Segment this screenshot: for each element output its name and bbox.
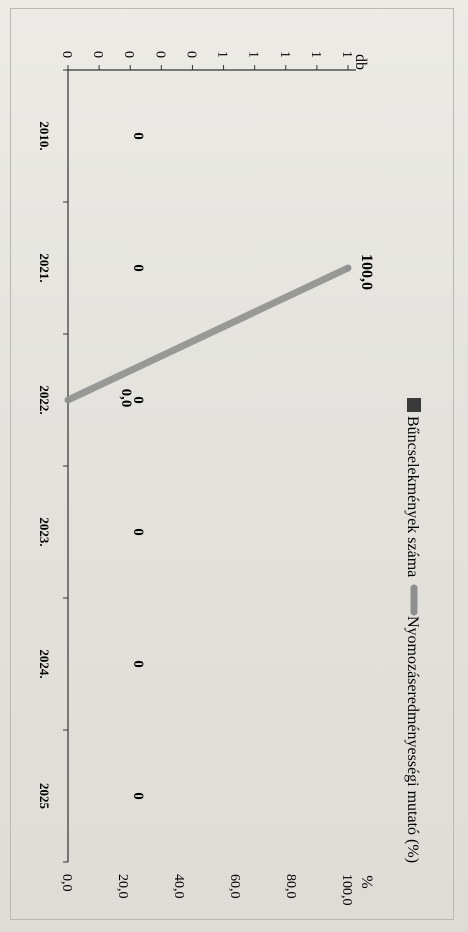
x-axis-category-label: 2010. [37,121,52,150]
left-axis-tick-label: 0 [90,51,105,58]
x-axis-category-label: 2025 [37,783,52,810]
x-axis-category-label: 2023. [37,517,52,546]
left-axis-tick-label: 0 [183,51,198,58]
right-axis-tick-label: 80,0 [283,874,298,899]
bar-data-label: 0 [130,792,146,800]
left-axis-tick-label: 0 [121,51,136,58]
line-data-label: 0,0 [118,389,134,408]
line-data-label: 100,0 [358,254,375,290]
legend-label-bars: Bűncselekmények száma [404,416,421,577]
bar-data-label: 0 [130,396,146,404]
x-axis-category-label: 2022. [37,385,52,414]
chart-frame [10,8,454,920]
left-axis-label: db [352,54,369,70]
x-axis-category-label: 2021. [37,253,52,282]
left-axis-tick-label: 1 [277,51,292,58]
left-axis-tick-label: 1 [308,51,323,58]
line-point [65,397,71,403]
series-line [64,264,352,404]
legend-label-line: Nyomozáseredményességi mutató (%) [404,616,421,863]
right-axis-tick-label: 100,0 [339,874,354,906]
left-axis-tick-label: 1 [339,51,354,58]
left-axis-tick-label: 0 [152,51,167,58]
right-axis-tick-label: 0,0 [59,874,74,892]
right-axis-label: % [358,875,375,888]
bar-data-label: 0 [130,528,146,536]
x-axis-category-label: 2024. [37,649,52,678]
left-axis-tick-label: 1 [246,51,261,58]
bar-data-label: 0 [130,264,146,272]
legend-swatch-bars [407,398,421,412]
bar-data-label: 0 [130,132,146,140]
line-point [345,265,351,271]
right-axis-tick-label: 20,0 [115,874,130,899]
right-axis-tick-label: 40,0 [171,874,186,899]
right-axis-tick-label: 60,0 [227,874,242,899]
left-axis-tick-label: 1 [215,51,230,58]
bar-data-label: 0 [130,660,146,668]
left-axis-tick-label: 0 [59,51,74,58]
